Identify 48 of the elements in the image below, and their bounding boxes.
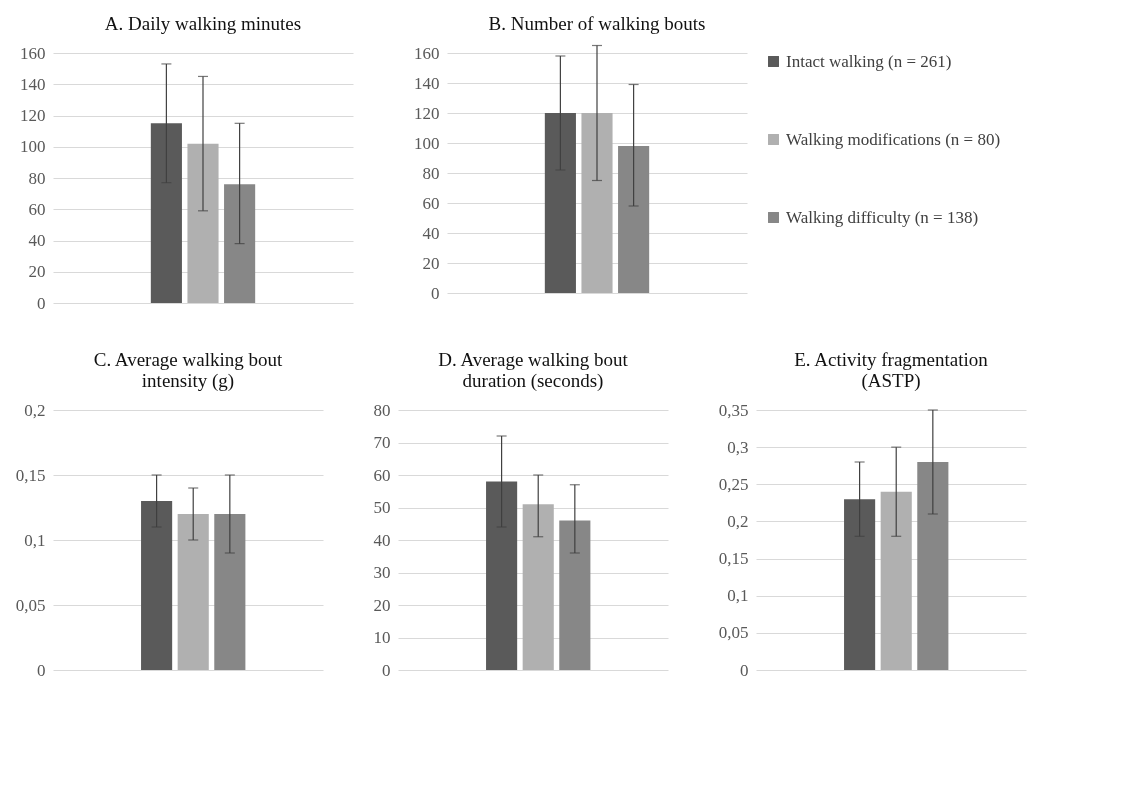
y-tick-label: 0,2 [727, 511, 749, 531]
y-tick-label: 0 [431, 283, 440, 303]
y-tick-label: 20 [28, 262, 46, 282]
y-tick-label: 100 [20, 137, 46, 157]
y-tick-label: 40 [422, 223, 440, 243]
y-tick-label: 60 [28, 199, 46, 219]
y-tick-label: 10 [373, 628, 391, 647]
legend-label: Walking difficulty (n = 138) [786, 207, 979, 227]
y-tick-label: 0,15 [718, 549, 749, 569]
y-tick-label: 0,1 [727, 586, 749, 606]
y-tick-label: 60 [373, 465, 391, 485]
y-tick-label: 80 [373, 400, 391, 420]
chart-title: C. Average walking bout intensity (g) [93, 349, 283, 392]
y-tick-label: 40 [28, 231, 46, 250]
chart-title: A. Daily walking minutes [104, 13, 302, 34]
legend-label: Walking modifications (n = 80) [786, 129, 1001, 149]
y-tick-label: 20 [422, 253, 440, 273]
y-tick-label: 80 [28, 168, 46, 188]
y-tick-label: 0,3 [727, 437, 749, 457]
y-tick-label: 0 [37, 293, 46, 313]
y-tick-label: 140 [414, 73, 440, 93]
y-tick-label: 60 [422, 193, 440, 213]
y-tick-label: 0,15 [15, 465, 46, 485]
legend-label: Intact walking (n = 261) [786, 51, 952, 71]
y-tick-label: 0,05 [718, 623, 749, 643]
y-tick-label: 0,1 [24, 530, 46, 550]
y-tick-label: 120 [20, 106, 46, 125]
chart-title: D. Average walking bout duration (seconds) [438, 349, 629, 392]
y-tick-label: 0 [37, 660, 46, 680]
y-tick-label: 120 [414, 103, 440, 123]
chart-title: E. Activity fragmentation (ASTP) [794, 349, 989, 392]
chart-title: B. Number of walking bouts [488, 13, 706, 34]
y-tick-label: 0,35 [718, 400, 749, 420]
y-tick-label: 0,25 [718, 474, 749, 494]
y-tick-label: 40 [373, 530, 391, 550]
y-tick-label: 0,2 [24, 400, 46, 420]
y-tick-label: 20 [373, 595, 391, 615]
y-tick-label: 0 [382, 660, 391, 680]
y-tick-label: 160 [20, 43, 46, 63]
y-tick-label: 30 [373, 563, 391, 582]
y-tick-label: 0 [740, 660, 749, 680]
y-tick-label: 100 [414, 133, 440, 153]
y-tick-label: 50 [373, 498, 391, 517]
y-tick-label: 160 [414, 43, 440, 63]
y-tick-label: 140 [20, 74, 46, 94]
y-tick-label: 80 [422, 163, 440, 183]
y-tick-label: 0,05 [15, 595, 46, 615]
y-tick-label: 70 [373, 433, 391, 452]
